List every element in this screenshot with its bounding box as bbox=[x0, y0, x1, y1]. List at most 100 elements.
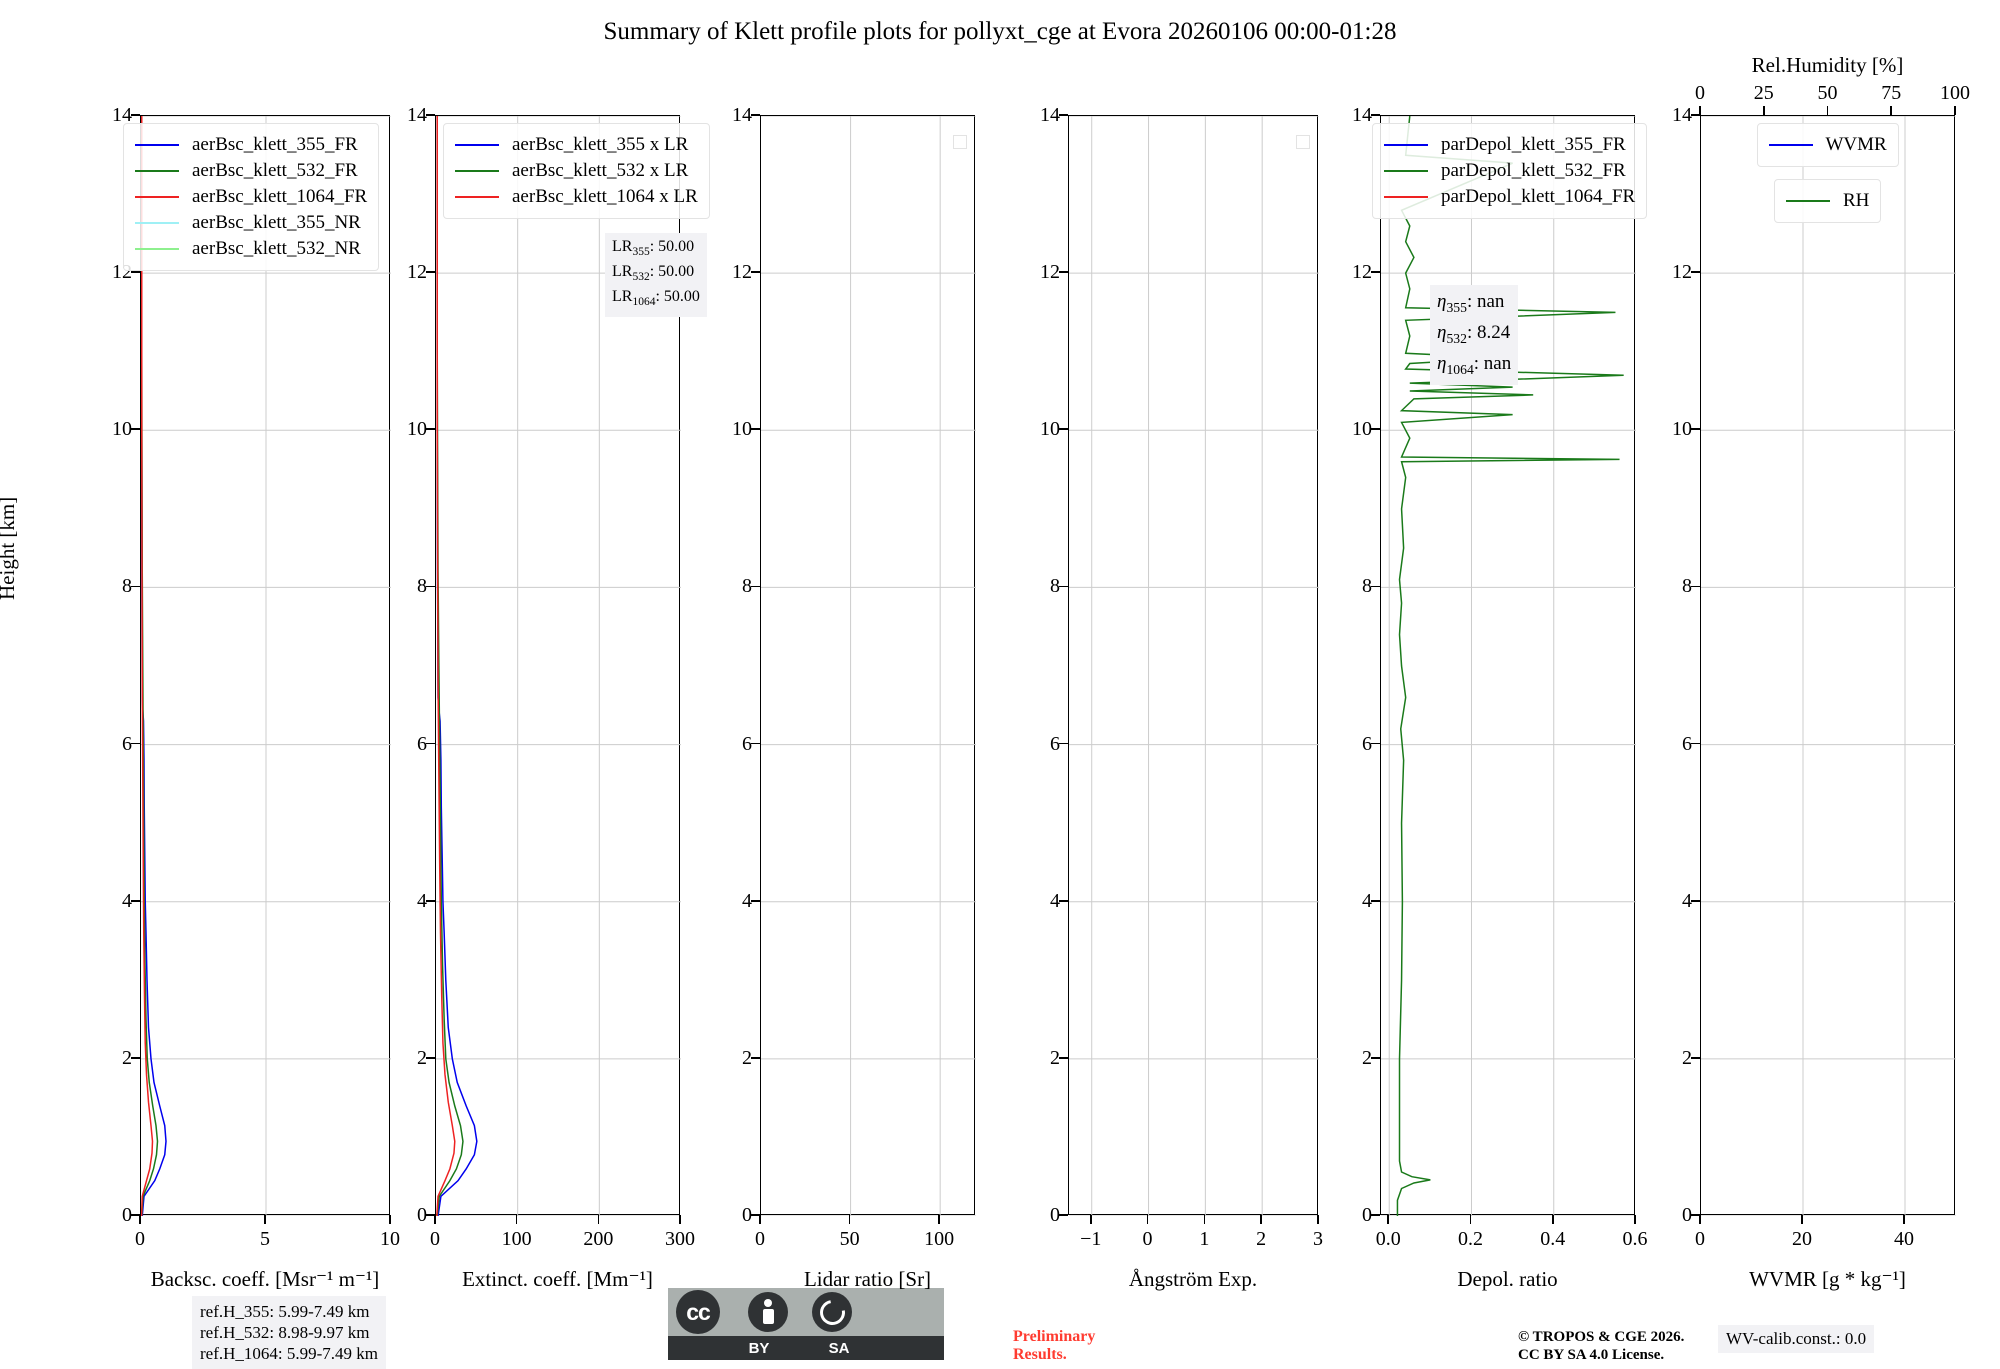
y-tick-mark bbox=[131, 1057, 140, 1059]
y-tick-label: 6 bbox=[1362, 732, 1372, 755]
legend-item-label: parDepol_klett_532_FR bbox=[1441, 160, 1626, 181]
y-tick-mark bbox=[1059, 899, 1068, 902]
x-tick-label: 0 bbox=[430, 1228, 440, 1250]
top-tick-label: 100 bbox=[1940, 82, 1970, 104]
ref-height-532: ref.H_532: 8.98-9.97 km bbox=[200, 1323, 370, 1342]
y-tick-mark bbox=[751, 742, 760, 745]
legend-item[interactable]: aerBsc_klett_1064_FR bbox=[135, 184, 367, 210]
ref-height-annotation: ref.H_355: 5.99-7.49 km ref.H_532: 8.98-… bbox=[192, 1296, 387, 1369]
y-tick-mark bbox=[426, 1214, 435, 1216]
annotation-box-extinction: LR355: 50.00 LR532: 50.00 LR1064: 50.00 bbox=[605, 233, 707, 317]
legend-item[interactable]: aerBsc_klett_1064 x LR bbox=[455, 184, 698, 210]
y-tick-mark bbox=[1691, 742, 1700, 745]
legend-wvmr-rh-rh: RH bbox=[1774, 179, 1882, 223]
y-tick-mark bbox=[1371, 114, 1380, 116]
y-tick-mark bbox=[131, 899, 140, 902]
legend-item[interactable]: aerBsc_klett_532_FR bbox=[135, 158, 367, 184]
top-tick-label: 50 bbox=[1817, 82, 1838, 104]
y-tick-mark bbox=[1059, 1057, 1068, 1059]
y-tick-mark bbox=[1371, 899, 1380, 902]
legend-item[interactable]: aerBsc_klett_532 x LR bbox=[455, 158, 698, 184]
y-tick-mark bbox=[426, 428, 435, 431]
legend-item[interactable]: RH bbox=[1786, 188, 1869, 214]
plot-panel-depol-ratio bbox=[1380, 115, 1636, 1216]
x-tick-mark bbox=[389, 1215, 391, 1224]
series-line bbox=[436, 116, 456, 1216]
x-tick-label: 0.4 bbox=[1540, 1228, 1566, 1250]
by-person-icon bbox=[748, 1292, 788, 1332]
annotation-line: LR532: 50.00 bbox=[612, 263, 695, 284]
legend-item[interactable]: parDepol_klett_355_FR bbox=[1384, 132, 1635, 158]
legend-depol-ratio: parDepol_klett_355_FR parDepol_klett_532_… bbox=[1372, 123, 1648, 219]
x-tick-label: 0 bbox=[755, 1228, 765, 1250]
y-tick-label: 10 bbox=[407, 418, 427, 441]
x-axis-label-depol-ratio: Depol. ratio bbox=[1457, 1267, 1558, 1291]
y-tick-label: 8 bbox=[1682, 575, 1692, 598]
y-tick-label: 2 bbox=[417, 1046, 427, 1069]
legend-item-label: aerBsc_klett_355_FR bbox=[192, 134, 358, 155]
cc-sa-label: SA bbox=[828, 1339, 850, 1357]
x-tick-mark bbox=[1317, 1215, 1319, 1224]
y-tick-mark bbox=[1371, 742, 1380, 745]
y-tick-label: 4 bbox=[1050, 889, 1060, 912]
legend-item[interactable]: parDepol_klett_532_FR bbox=[1384, 158, 1635, 184]
x-axis-label-backscatter: Backsc. coeff. [Msr⁻¹ m⁻¹] bbox=[150, 1267, 380, 1291]
y-tick-label: 4 bbox=[1682, 889, 1692, 912]
x-tick-label: 0 bbox=[1695, 1228, 1705, 1250]
legend-color-swatch bbox=[1384, 144, 1428, 146]
legend-extinction: aerBsc_klett_355 x LR aerBsc_klett_532 x … bbox=[443, 123, 710, 219]
y-axis-label: Height [km] bbox=[0, 496, 19, 600]
wv-calib-annotation: WV-calib.const.: 0.0 bbox=[1718, 1325, 1875, 1353]
legend-item-label: RH bbox=[1843, 190, 1870, 211]
y-tick-mark bbox=[1059, 428, 1068, 431]
legend-color-swatch bbox=[1384, 170, 1428, 172]
preliminary-line-2: Results. bbox=[1013, 1346, 1067, 1363]
y-tick-label: 10 bbox=[1352, 418, 1372, 441]
x-tick-mark bbox=[1387, 1215, 1390, 1224]
series-line bbox=[141, 116, 154, 1216]
x-tick-mark bbox=[1260, 1215, 1262, 1224]
legend-color-swatch bbox=[135, 196, 179, 198]
preliminary-results-note: Preliminary Results. bbox=[1013, 1328, 1095, 1364]
legend-item[interactable]: aerBsc_klett_355_NR bbox=[135, 210, 367, 236]
legend-item-label: aerBsc_klett_1064_FR bbox=[192, 186, 368, 207]
y-tick-mark bbox=[426, 114, 435, 116]
x-tick-label: 0 bbox=[135, 1228, 145, 1250]
x-axis-label-angstrom: Ångström Exp. bbox=[1128, 1267, 1258, 1291]
legend-color-swatch bbox=[455, 170, 499, 172]
legend-item[interactable]: aerBsc_klett_355 x LR bbox=[455, 132, 698, 158]
y-tick-mark bbox=[1371, 585, 1380, 588]
annotation-line: η1064: nan bbox=[1437, 352, 1512, 377]
legend-wvmr-rh: WVMR bbox=[1756, 123, 1899, 167]
y-tick-mark bbox=[131, 585, 140, 588]
cc-icon-label: cc bbox=[686, 1298, 711, 1325]
x-tick-mark bbox=[1801, 1215, 1803, 1224]
legend-item[interactable]: aerBsc_klett_532_NR bbox=[135, 236, 367, 262]
cc-logo-top: cc bbox=[668, 1288, 944, 1336]
legend-item[interactable]: aerBsc_klett_355_FR bbox=[135, 132, 367, 158]
x-tick-label: 0.2 bbox=[1457, 1228, 1483, 1250]
x-tick-mark bbox=[139, 1215, 141, 1224]
y-tick-label: 14 bbox=[407, 104, 427, 126]
y-tick-mark bbox=[131, 428, 140, 431]
y-tick-label: 14 bbox=[1672, 104, 1692, 126]
y-tick-label: 0 bbox=[1362, 1204, 1372, 1226]
y-tick-mark bbox=[751, 1057, 760, 1059]
plot-panel-lidar-ratio bbox=[760, 115, 976, 1216]
x-tick-mark bbox=[1903, 1215, 1905, 1224]
x-tick-mark bbox=[1551, 1215, 1554, 1224]
cc-icon: cc bbox=[676, 1290, 720, 1334]
legend-item[interactable]: WVMR bbox=[1768, 132, 1887, 158]
x-tick-mark bbox=[597, 1215, 600, 1224]
y-tick-mark bbox=[1371, 1057, 1380, 1059]
y-tick-label: 6 bbox=[742, 732, 752, 755]
top-tick-mark bbox=[1826, 106, 1829, 115]
series-line bbox=[436, 116, 464, 1216]
legend-color-swatch bbox=[1786, 200, 1830, 202]
x-tick-label: 100 bbox=[924, 1228, 955, 1250]
x-tick-label: 0.6 bbox=[1622, 1228, 1648, 1250]
legend-item[interactable]: parDepol_klett_1064_FR bbox=[1384, 184, 1635, 210]
x-tick-label: −1 bbox=[1080, 1228, 1102, 1250]
y-tick-mark bbox=[426, 585, 435, 588]
legend-item-label: aerBsc_klett_355_NR bbox=[192, 212, 361, 233]
